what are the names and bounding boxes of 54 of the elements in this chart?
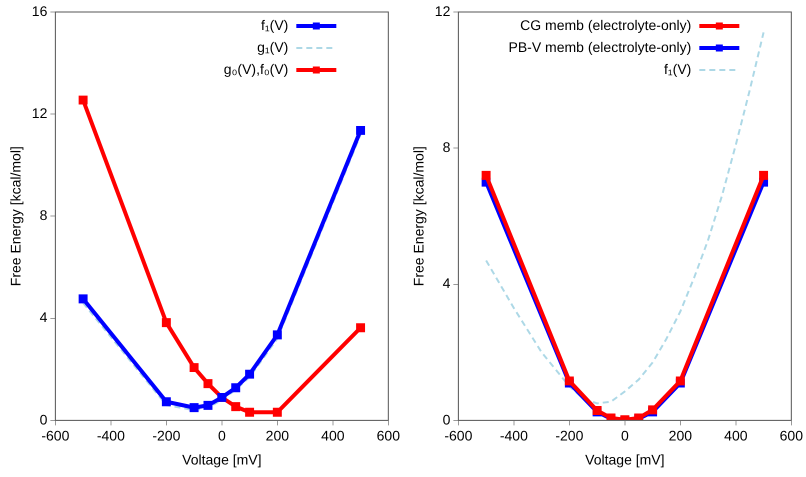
- point: [272, 330, 282, 340]
- x-tick-label: -400: [96, 428, 126, 444]
- point: [676, 376, 685, 386]
- point: [78, 294, 88, 304]
- y-axis-title: Free Energy [kcal/mol]: [7, 146, 24, 286]
- y-tick-label: 12: [434, 2, 451, 19]
- point: [78, 96, 88, 105]
- point: [190, 403, 199, 412]
- x-tick-label: 400: [321, 428, 345, 444]
- point: [162, 318, 171, 328]
- y-axis-title: Free Energy [kcal/mol]: [410, 146, 426, 286]
- point: [204, 379, 212, 388]
- x-tick-label: -200: [555, 428, 584, 444]
- x-tick-label: -200: [152, 428, 181, 444]
- point: [356, 126, 366, 135]
- point: [245, 408, 254, 417]
- x-tick-label: 200: [266, 428, 290, 444]
- x-tick-label: -600: [41, 428, 70, 444]
- x-tick-label: 600: [780, 428, 804, 444]
- legend-label: CG memb (electrolyte-only): [520, 16, 692, 33]
- legend-label: g₀(V),f₀(V): [224, 60, 288, 77]
- x-tick-label: -400: [500, 428, 528, 444]
- x-tick-label: 600: [376, 428, 400, 444]
- point: [759, 170, 768, 180]
- point: [272, 408, 282, 417]
- x-tick-label: 400: [724, 428, 748, 444]
- legend-label: PB-V memb (electrolyte-only): [508, 38, 692, 55]
- legend-label: f₁(V): [664, 60, 692, 77]
- y-tick-label: 0: [40, 411, 48, 428]
- point: [162, 397, 171, 406]
- legend-label: f₁(V): [261, 16, 288, 33]
- point: [245, 370, 254, 379]
- x-axis-title: Voltage [mV]: [182, 451, 262, 468]
- y-tick-label: 4: [442, 275, 451, 292]
- y-tick-label: 0: [442, 411, 451, 428]
- x-tick-label: 0: [620, 428, 629, 444]
- y-tick-label: 12: [32, 104, 48, 121]
- point: [190, 363, 199, 372]
- x-axis-title: Voltage [mV]: [585, 451, 665, 468]
- y-tick-label: 4: [40, 309, 48, 326]
- y-tick-label: 8: [40, 207, 48, 224]
- point: [204, 400, 212, 410]
- x-tick-label: 0: [218, 428, 226, 444]
- legend-label: g₁(V): [257, 38, 288, 55]
- x-tick-label: 200: [668, 428, 692, 444]
- point: [482, 170, 491, 180]
- y-tick-label: 8: [442, 138, 451, 155]
- point: [231, 383, 240, 392]
- line-series: [485, 31, 765, 404]
- point: [231, 402, 240, 412]
- point: [356, 323, 366, 332]
- point: [564, 376, 574, 386]
- x-tick-label: -600: [444, 428, 473, 444]
- y-tick-label: 16: [32, 2, 48, 19]
